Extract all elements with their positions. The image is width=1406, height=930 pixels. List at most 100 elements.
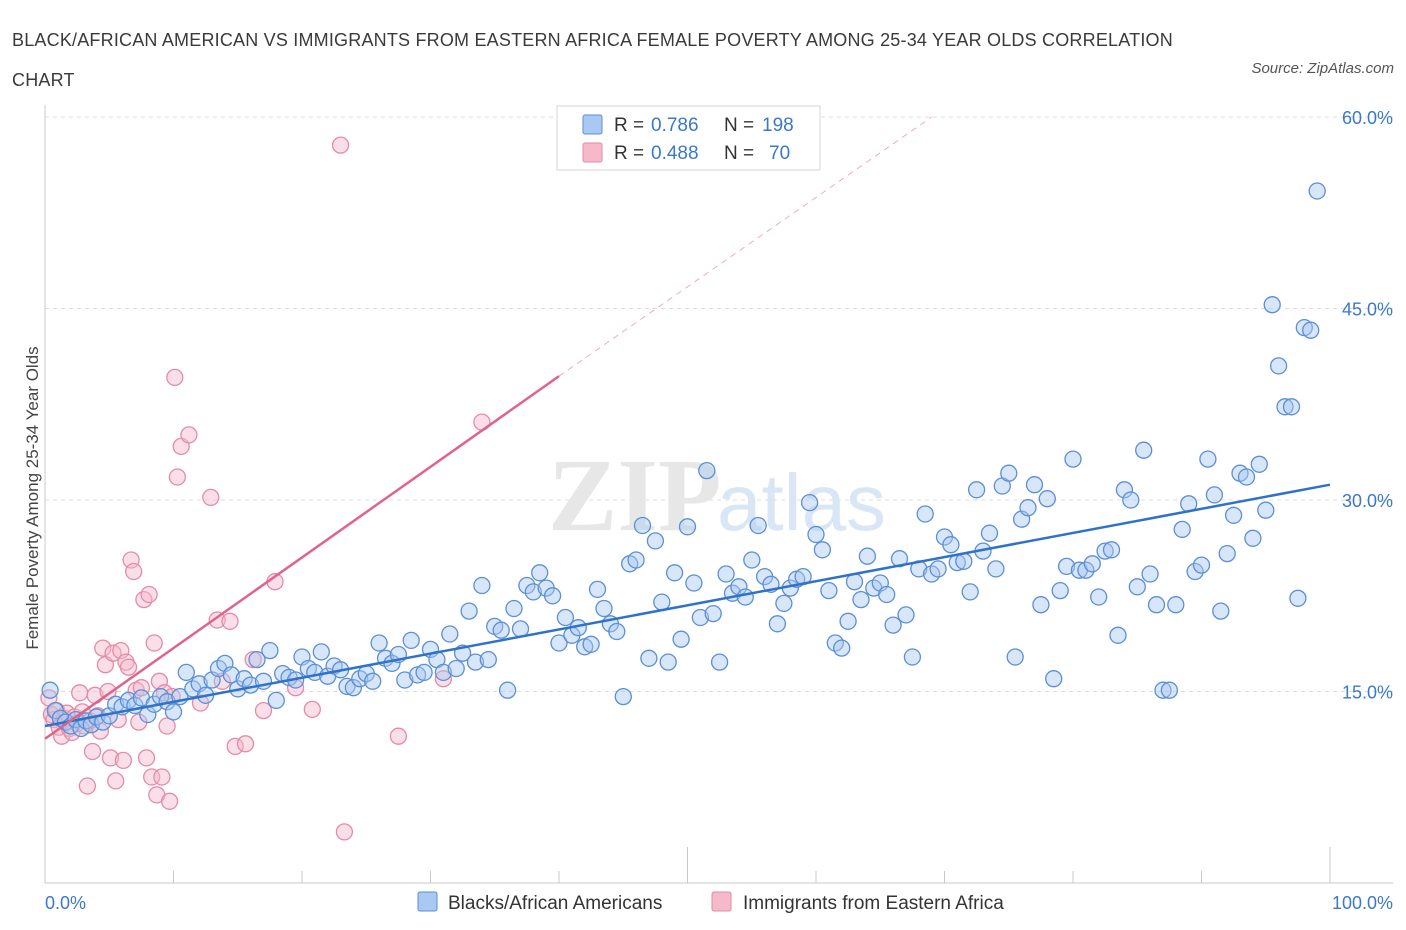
- blue-point-77: [524, 583, 542, 601]
- blue-point-95: [640, 649, 658, 667]
- blue-point-136: [903, 648, 922, 666]
- pink-point-68: [434, 670, 453, 688]
- blue-point-176: [1160, 681, 1179, 699]
- svg-text:R = 0.786 N =: R = 0.786 N = 198: [614, 115, 794, 136]
- blue-point-151: [1000, 464, 1018, 482]
- blue-point-161: [1064, 450, 1082, 468]
- blue-point-23: [177, 663, 195, 682]
- trend-lines: [44, 116, 1331, 740]
- blue-point-90: [608, 622, 626, 641]
- blue-point-155: [1025, 476, 1044, 494]
- series-immigrants-eastern-africa: [40, 136, 491, 841]
- blue-point-101: [678, 518, 697, 536]
- blue-point-157: [1038, 490, 1056, 508]
- blue-point-149: [987, 560, 1005, 578]
- blue-point-126: [839, 612, 857, 630]
- pink-point-49: [166, 368, 184, 387]
- blue-point-188: [1237, 468, 1256, 486]
- blue-point-173: [1141, 565, 1159, 583]
- blue-point-94: [633, 516, 652, 535]
- trend-line-pink-extension: [558, 116, 932, 377]
- blue-point-170: [1122, 491, 1140, 509]
- blue-point-67: [460, 602, 478, 620]
- pink-point-47: [160, 792, 179, 810]
- pink-point-55: [208, 611, 226, 629]
- blue-point-107: [717, 565, 735, 583]
- blue-point-98: [659, 653, 677, 671]
- pink-point-23: [99, 682, 117, 701]
- blue-point-70: [479, 650, 497, 669]
- blue-point-132: [878, 585, 896, 604]
- pink-point-31: [119, 658, 138, 676]
- blue-point-135: [897, 606, 915, 624]
- blue-point-64: [441, 625, 459, 643]
- blue-point-100: [672, 630, 690, 648]
- blue-point-180: [1186, 562, 1204, 581]
- blue-point-73: [498, 681, 517, 699]
- blue-point-123: [820, 581, 838, 600]
- blue-point-52: [364, 672, 382, 690]
- pink-point-65: [331, 136, 350, 154]
- blue-point-160: [1057, 557, 1076, 576]
- blue-point-167: [1102, 541, 1121, 559]
- legend-r-value-2: 0.488: [651, 143, 699, 164]
- legend-bottom-label-pink: Immigrants from Eastern Africa: [743, 893, 1004, 914]
- stats-legend: R = 0.786 N = 198 R = 0.488 N = 70: [556, 105, 821, 171]
- blue-point-32: [235, 670, 253, 688]
- legend-bottom-swatch-blue: [417, 891, 438, 912]
- trend-line-pink: [44, 375, 560, 740]
- blue-point-191: [1257, 501, 1275, 519]
- pink-point-26: [107, 772, 125, 790]
- pink-point-50: [168, 468, 187, 486]
- pink-point-46: [158, 717, 176, 735]
- pink-point-60: [244, 650, 262, 669]
- blue-point-186: [1224, 506, 1243, 524]
- blue-point-166: [1096, 542, 1114, 560]
- blue-point-21: [164, 703, 183, 721]
- blue-point-91: [614, 687, 632, 706]
- blue-point-88: [595, 599, 613, 618]
- blue-point-121: [807, 525, 825, 544]
- blue-point-182: [1199, 450, 1217, 468]
- legend-r-label-1: R =: [614, 115, 649, 136]
- blue-point-105: [704, 604, 722, 623]
- pink-point-59: [236, 735, 255, 753]
- legend-n-label-1: N =: [724, 115, 759, 136]
- blue-point-76: [518, 576, 536, 595]
- blue-point-138: [916, 505, 934, 523]
- blue-point-133: [884, 616, 902, 634]
- blue-point-192: [1263, 296, 1281, 314]
- blue-point-184: [1212, 602, 1230, 620]
- blue-point-34: [248, 650, 266, 669]
- blue-point-63: [434, 663, 453, 682]
- pink-point-37: [135, 590, 153, 609]
- pink-point-44: [153, 768, 171, 786]
- legend-bottom-label-blue: Blacks/African Americans: [448, 893, 662, 914]
- blue-point-129: [858, 547, 877, 565]
- blue-point-102: [685, 574, 703, 592]
- blue-point-86: [582, 635, 600, 653]
- blue-point-148: [980, 524, 999, 542]
- blue-point-49: [344, 679, 363, 697]
- blue-point-169: [1115, 481, 1134, 499]
- blue-point-177: [1167, 596, 1185, 614]
- blue-point-44: [312, 643, 330, 661]
- x-tick-label-1: 100.0%: [1332, 893, 1393, 913]
- blue-point-116: [775, 594, 793, 613]
- pink-point-67: [389, 727, 408, 745]
- blue-point-58: [402, 631, 420, 650]
- blue-point-142: [942, 536, 960, 554]
- pink-point-38: [137, 749, 156, 767]
- series-legend: Blacks/African Americans Immigrants from…: [417, 891, 1004, 914]
- pink-point-41: [145, 634, 163, 652]
- blue-point-93: [627, 551, 645, 569]
- legend-r-value-1: 0.786: [651, 115, 699, 136]
- blue-point-30: [222, 666, 240, 684]
- blue-point-36: [261, 641, 279, 660]
- blue-point-68: [466, 653, 485, 671]
- blue-point-97: [653, 593, 671, 611]
- y-tick-label-2: 45.0%: [1342, 300, 1393, 320]
- blue-point-111: [743, 551, 761, 569]
- blue-point-172: [1135, 441, 1153, 459]
- blue-point-193: [1269, 357, 1288, 375]
